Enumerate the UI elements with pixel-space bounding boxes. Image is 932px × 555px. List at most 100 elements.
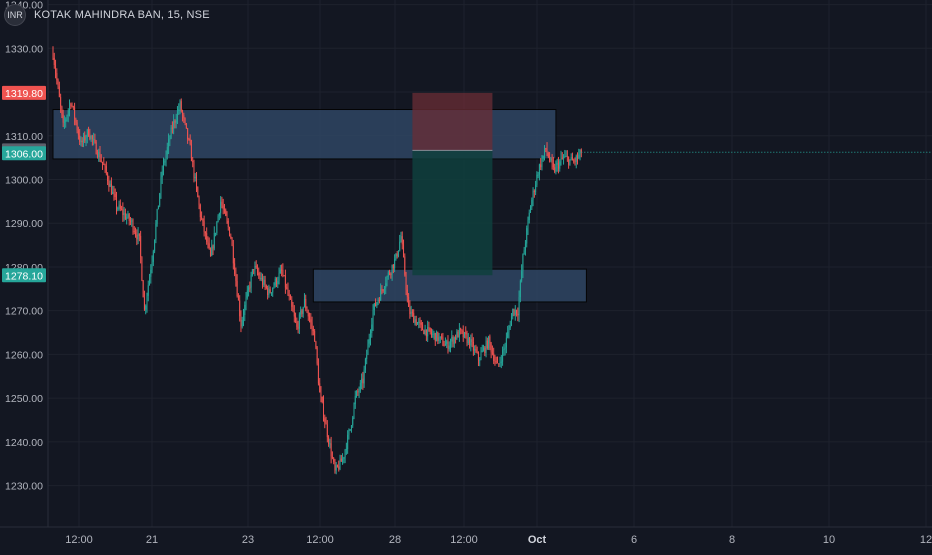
candle-body — [232, 245, 234, 264]
candle-body — [483, 347, 485, 351]
candle-body — [405, 274, 407, 290]
candle-body — [269, 289, 271, 293]
candle-body — [95, 141, 97, 155]
y-tick-label: 1330.00 — [5, 43, 43, 55]
candle-body — [469, 337, 471, 346]
candle-body — [206, 233, 208, 242]
candle-body — [447, 341, 449, 350]
candle-body — [99, 152, 101, 161]
candle-body — [114, 193, 116, 198]
candle-body — [420, 322, 422, 325]
candle-body — [354, 395, 356, 405]
candle-body — [192, 161, 194, 163]
candle-body — [406, 289, 408, 297]
candle-body — [362, 378, 364, 384]
candle-body — [67, 110, 69, 116]
take-profit-box[interactable] — [412, 150, 493, 276]
candle-body — [297, 326, 299, 329]
candle-body — [333, 458, 335, 462]
candle-body — [150, 269, 152, 277]
candle-body — [281, 269, 283, 271]
candle-body — [513, 308, 515, 315]
candle-body — [204, 231, 206, 234]
candle-body — [550, 158, 552, 161]
candle-body — [268, 289, 270, 296]
candle-body — [504, 347, 506, 349]
candle-body — [298, 314, 300, 329]
time-axis[interactable] — [0, 527, 932, 550]
candle-body — [359, 382, 361, 391]
candle-body — [215, 232, 217, 234]
candle-body — [383, 287, 385, 291]
candle-body — [65, 119, 67, 122]
candle-body — [571, 157, 573, 161]
y-tick-label: 1290.00 — [5, 218, 43, 230]
symbol-header: INR KOTAK MAHINDRA BAN, 15, NSE — [4, 4, 210, 26]
candle-body — [102, 161, 104, 164]
candle-body — [140, 235, 142, 258]
candle-body — [166, 147, 168, 155]
candle-body — [145, 305, 147, 310]
candle-body — [156, 209, 158, 224]
candle-body — [436, 331, 438, 342]
candle-body — [216, 222, 218, 233]
candle-body — [470, 339, 472, 346]
candle-body — [441, 336, 443, 338]
candle-body — [277, 281, 279, 285]
candle-body — [437, 331, 439, 341]
candle-body — [207, 241, 209, 244]
candle-body — [255, 265, 257, 268]
candle-body — [387, 272, 389, 277]
x-tick-label: 12:00 — [450, 534, 478, 546]
candle-body — [404, 256, 406, 275]
price-label-badge — [2, 268, 46, 283]
candle-body — [293, 311, 295, 317]
candle-body — [356, 391, 358, 396]
candle-body — [350, 425, 352, 430]
candle-body — [428, 326, 430, 328]
candle-body — [364, 359, 366, 370]
candle-body — [348, 430, 350, 435]
candle-body — [564, 156, 566, 158]
candle-body — [523, 250, 525, 255]
candle-body — [484, 347, 486, 353]
candle-body — [516, 309, 518, 314]
candle-body — [201, 217, 203, 219]
candle-body — [226, 215, 228, 221]
candle-body — [86, 129, 88, 138]
x-tick-label: 12:00 — [65, 534, 93, 546]
candle-body — [455, 337, 457, 340]
candle-body — [358, 390, 360, 392]
candle-body — [408, 296, 410, 307]
candle-body — [123, 213, 125, 215]
symbol-title[interactable]: KOTAK MAHINDRA BAN, 15, NSE — [34, 9, 210, 21]
candle-body — [278, 273, 280, 282]
candle-body — [574, 161, 576, 163]
currency-badge[interactable]: INR — [4, 4, 26, 26]
y-tick-label: 1260.00 — [5, 349, 43, 361]
candle-body — [180, 101, 182, 112]
candle-body — [394, 259, 396, 269]
candle-body — [345, 449, 347, 451]
candle-body — [243, 315, 244, 321]
candle-body — [335, 465, 337, 471]
candle-body — [326, 424, 328, 438]
candle-body — [422, 324, 424, 331]
stop-loss-box[interactable] — [412, 92, 493, 151]
candle-body — [396, 253, 398, 257]
price-label: 1278.10 — [5, 270, 43, 282]
candle-body — [194, 176, 196, 178]
candle-body — [489, 336, 491, 344]
candle-body — [137, 233, 139, 240]
candle-body — [212, 246, 214, 249]
candle-body — [188, 139, 190, 141]
candle-body — [61, 106, 63, 115]
candle-body — [55, 65, 57, 74]
candle-body — [246, 290, 248, 298]
candle-body — [161, 171, 163, 178]
candle-body — [508, 327, 510, 332]
candle-body — [79, 135, 81, 142]
candle-body — [292, 306, 294, 312]
